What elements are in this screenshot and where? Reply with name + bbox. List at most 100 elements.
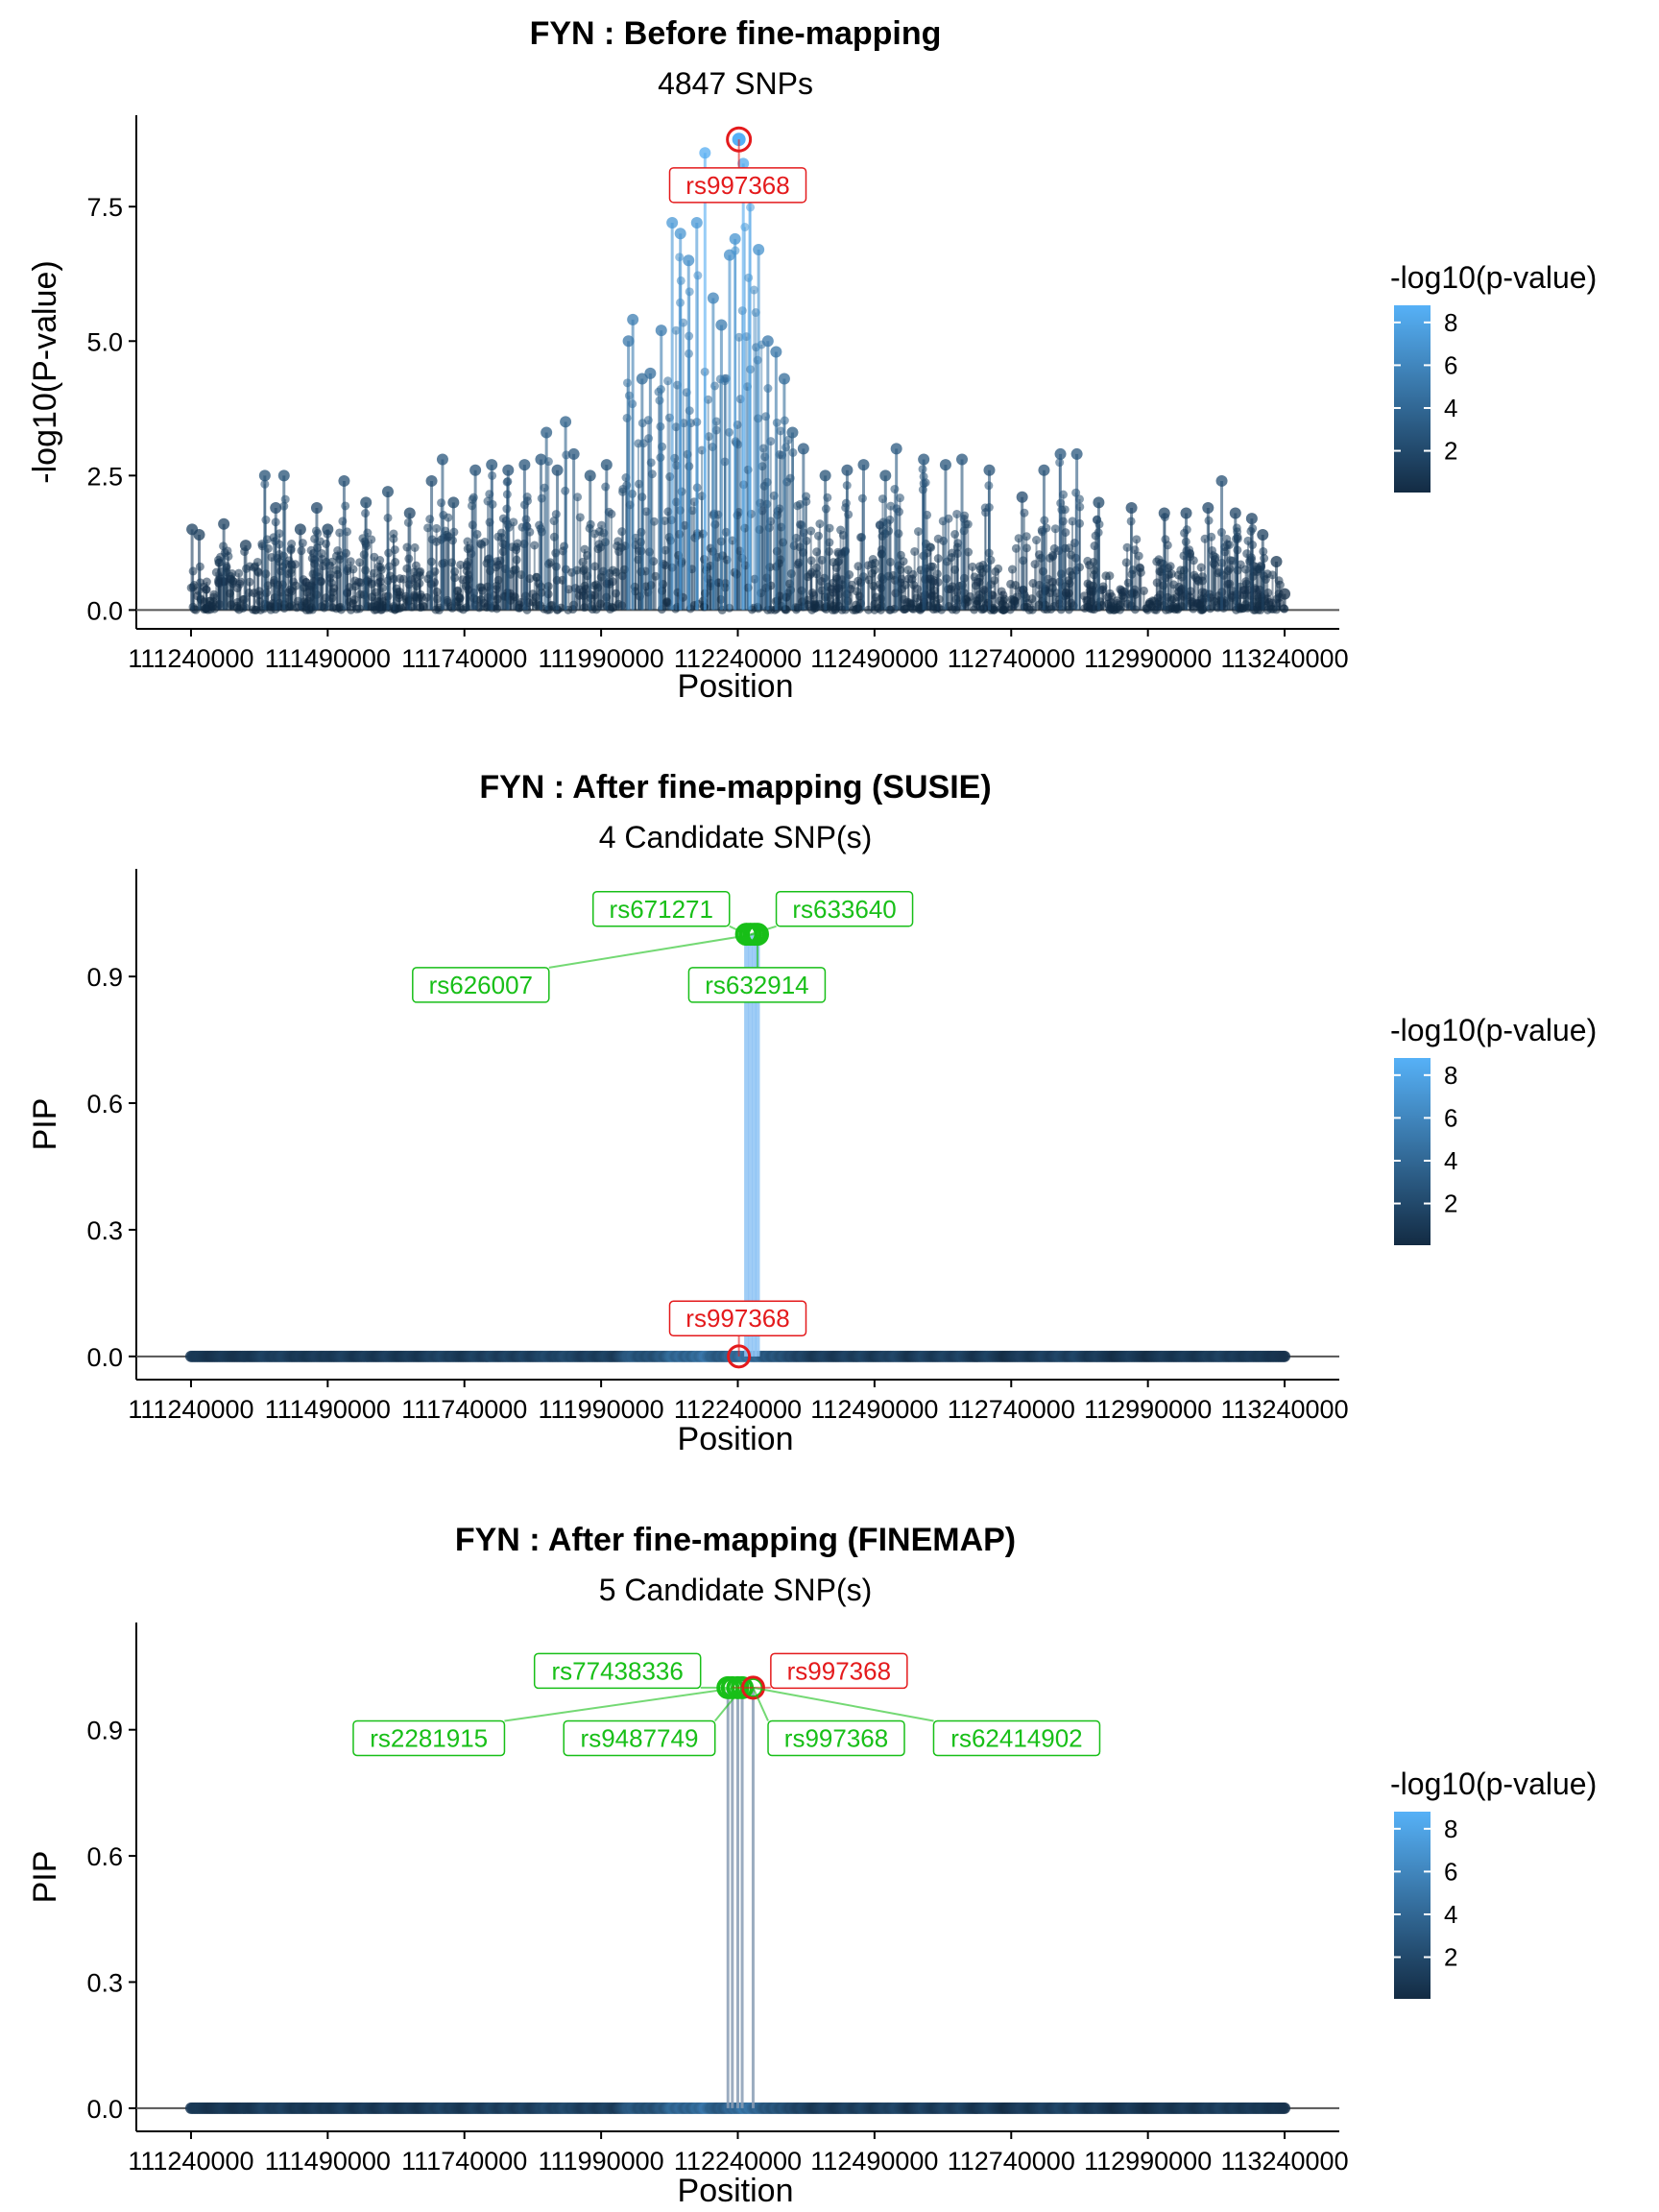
snp-point — [827, 585, 836, 594]
snp-point — [517, 597, 526, 607]
snp-point — [478, 586, 488, 595]
snp-point — [483, 496, 493, 506]
snp-point — [395, 604, 404, 613]
snp-point — [1198, 572, 1208, 582]
snp-point — [1064, 576, 1073, 586]
snp-label: rs632914 — [705, 971, 808, 999]
snp-point — [1196, 563, 1206, 572]
snp-point — [950, 565, 960, 574]
snp-point — [890, 443, 902, 455]
snp-point — [502, 464, 515, 476]
snp-point — [838, 530, 848, 540]
snp-point — [778, 373, 790, 385]
snp-point — [432, 594, 442, 604]
snp-point — [443, 595, 452, 605]
y-tick-label: 0.0 — [86, 596, 123, 625]
snp-point — [680, 520, 689, 530]
snp-point — [896, 550, 905, 560]
snp-point — [594, 540, 604, 549]
snp-point — [1245, 513, 1258, 525]
snp-point — [671, 325, 681, 335]
snp-point — [734, 508, 744, 517]
snp-point — [934, 594, 944, 604]
snp-point — [300, 597, 309, 607]
snp-point — [952, 542, 962, 552]
x-tick-label: 111240000 — [128, 1395, 253, 1424]
snp-point — [720, 583, 730, 592]
pip-zero-points — [184, 1350, 1291, 1362]
snp-point — [425, 474, 438, 487]
snp-point — [857, 459, 870, 471]
snp-point — [1103, 592, 1113, 602]
snp-point — [600, 459, 613, 471]
snp-point — [977, 605, 987, 614]
x-tick-label: 112240000 — [674, 2147, 802, 2176]
snp-point — [275, 529, 284, 539]
snp-point — [458, 575, 468, 585]
snp-point — [864, 575, 874, 585]
snp-point — [699, 147, 711, 159]
snp-point — [1065, 589, 1074, 598]
snp-point — [1050, 524, 1060, 534]
label-leader-line — [713, 1687, 743, 1722]
snp-point — [389, 534, 398, 543]
snp-point — [560, 416, 572, 428]
x-tick-label: 111240000 — [128, 2147, 253, 2176]
y-axis-label: PIP — [27, 1851, 63, 1904]
snp-point — [535, 453, 547, 466]
snp-point — [423, 523, 433, 533]
snp-point — [826, 600, 835, 610]
snp-point — [901, 580, 910, 589]
snp-point — [864, 605, 874, 614]
snp-point — [758, 444, 768, 453]
snp-point — [634, 555, 643, 565]
snp-point — [622, 335, 635, 348]
snp-point — [837, 605, 847, 614]
snp-label-box — [770, 1652, 908, 1690]
snp-point — [338, 474, 350, 487]
legend-title: -log10(p-value) — [1390, 1767, 1597, 1801]
snp-point — [1070, 447, 1083, 460]
snp-point — [607, 509, 616, 518]
snp-point — [541, 426, 553, 439]
snp-point — [1158, 507, 1170, 519]
legend-tick-label: 2 — [1444, 1943, 1457, 1972]
snp-point — [1279, 588, 1291, 600]
snp-point — [476, 540, 486, 549]
snp-point — [306, 545, 316, 555]
snp-point — [287, 540, 297, 549]
snp-point — [617, 601, 627, 611]
snp-point — [530, 541, 540, 550]
snp-point — [948, 582, 957, 591]
snp-point — [1263, 588, 1273, 597]
y-tick-label: 2.5 — [86, 462, 123, 491]
snp-point — [939, 459, 951, 471]
snp-point — [613, 537, 623, 546]
snp-point — [193, 528, 205, 541]
y-tick-label: 7.5 — [86, 193, 123, 222]
snp-point — [825, 523, 834, 533]
x-tick-label: 113240000 — [1220, 1395, 1348, 1424]
snp-point — [355, 558, 365, 567]
snp-point — [877, 545, 886, 555]
snp-point — [885, 557, 895, 566]
snp-point — [354, 577, 364, 587]
snp-point — [575, 513, 585, 522]
snp-point — [1185, 592, 1194, 602]
snp-point — [403, 507, 416, 519]
y-tick-label: 0.3 — [86, 1969, 123, 1998]
snp-point — [245, 577, 254, 587]
snp-point — [968, 562, 977, 571]
snp-point — [498, 547, 508, 557]
snp-point — [980, 503, 990, 513]
snp-point — [734, 332, 744, 342]
x-tick-label: 113240000 — [1220, 644, 1348, 673]
x-tick-label: 111740000 — [401, 644, 527, 673]
snp-point — [367, 579, 376, 589]
snp-point — [704, 432, 713, 442]
snp-point — [254, 587, 264, 596]
snp-point — [493, 575, 503, 585]
snp-point — [1125, 501, 1138, 514]
snp-point — [1011, 581, 1021, 590]
snp-point — [1173, 605, 1183, 614]
